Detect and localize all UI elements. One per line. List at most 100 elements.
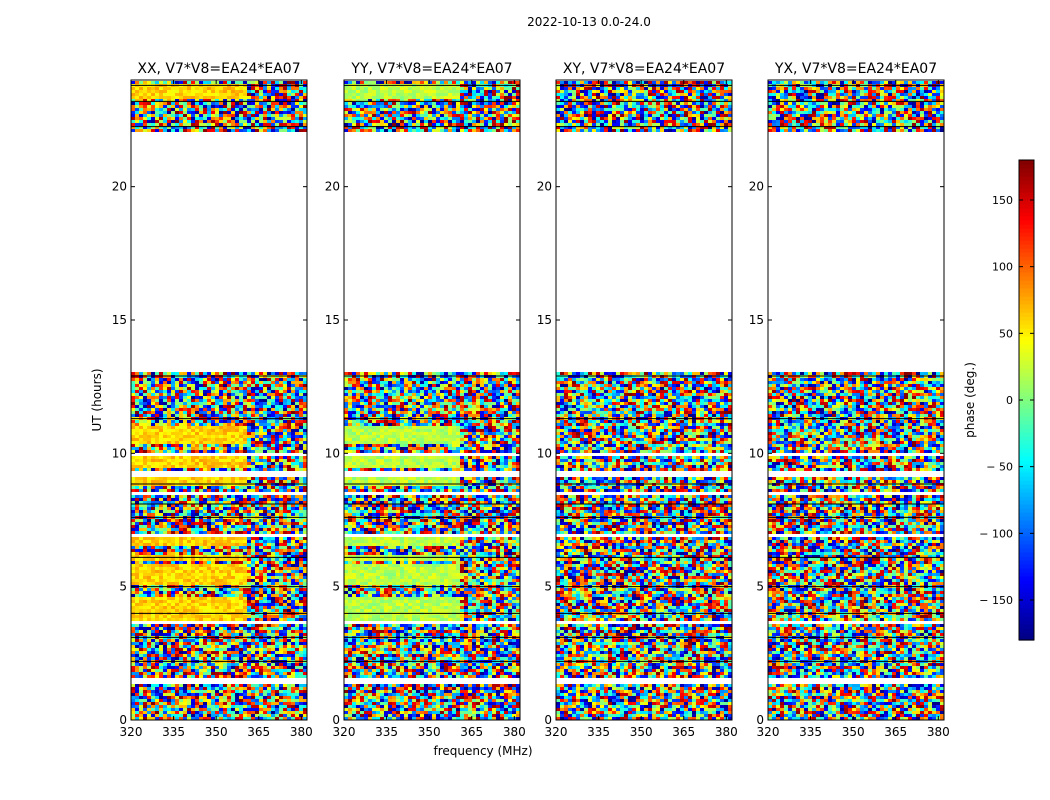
heatmap-row: [768, 405, 944, 408]
heatmap-row: [556, 462, 732, 465]
heatmap-row: [768, 642, 944, 645]
heatmap-row: [768, 573, 944, 576]
panel-heatmap: [556, 81, 732, 720]
heatmap-row: [768, 714, 944, 717]
heatmap-row: [131, 450, 307, 453]
heatmap-row: [556, 549, 732, 552]
y-tick-label: 0: [756, 713, 764, 727]
heatmap-row: [131, 609, 307, 612]
colorbar-segment: [1019, 556, 1034, 561]
heatmap-row: [131, 123, 307, 126]
heatmap-row: [768, 393, 944, 396]
colorbar-segment: [1019, 572, 1034, 577]
heatmap-row: [131, 576, 307, 579]
heatmap-row: [344, 627, 520, 630]
heatmap-row: [768, 570, 944, 573]
heatmap-row: [344, 435, 520, 438]
heatmap-row: [131, 384, 307, 387]
heatmap-row: [768, 399, 944, 402]
heatmap-row: [556, 654, 732, 657]
heatmap-row: [556, 609, 732, 612]
colorbar-segment: [1019, 512, 1034, 517]
heatmap-row: [344, 558, 520, 561]
colorbar-segment: [1019, 440, 1034, 445]
colorbar-segment: [1019, 408, 1034, 413]
heatmap-row: [768, 444, 944, 447]
heatmap-row: [556, 564, 732, 567]
colorbar-segment: [1019, 340, 1034, 345]
heatmap-row: [344, 102, 520, 105]
heatmap-row: [344, 501, 520, 504]
heatmap-row: [131, 423, 307, 426]
colorbar-segment: [1019, 472, 1034, 477]
colorbar-segment: [1019, 576, 1034, 581]
heatmap-row: [768, 102, 944, 105]
x-tick-label: 335: [375, 725, 398, 739]
colorbar-segment: [1019, 580, 1034, 585]
heatmap-row: [556, 450, 732, 453]
heatmap-row: [768, 111, 944, 114]
heatmap-row: [556, 630, 732, 633]
heatmap-row: [131, 699, 307, 702]
colorbar-segment: [1019, 312, 1034, 317]
colorbar-segment: [1019, 504, 1034, 509]
colorbar-tick-label: 100: [992, 261, 1013, 274]
heatmap-row: [344, 531, 520, 534]
colorbar-segment: [1019, 420, 1034, 425]
heatmap-row: [131, 696, 307, 699]
heatmap-row: [344, 648, 520, 651]
colorbar-segment: [1019, 164, 1034, 169]
figure-suptitle: 2022-10-13 0.0-24.0: [527, 15, 651, 29]
panel-heatmap: [768, 81, 944, 720]
heatmap-row: [344, 615, 520, 618]
heatmap-row: [131, 426, 307, 429]
x-tick-label: 365: [460, 725, 483, 739]
panel-3: XY, V7*V8=EA24*EA07 0 5 10 15 20 320 335 350 365 3…: [537, 61, 738, 739]
colorbar-segment: [1019, 368, 1034, 373]
heatmap-row: [131, 714, 307, 717]
heatmap-row: [768, 99, 944, 102]
heatmap-row: [131, 441, 307, 444]
heatmap-row: [768, 435, 944, 438]
heatmap-row: [344, 555, 520, 558]
heatmap-row: [344, 666, 520, 669]
colorbar-segment: [1019, 492, 1034, 497]
heatmap-row: [131, 420, 307, 423]
heatmap-row: [131, 477, 307, 480]
heatmap-row: [768, 501, 944, 504]
y-tick-label: 20: [325, 180, 340, 194]
heatmap-row: [131, 81, 307, 84]
heatmap-row: [556, 96, 732, 99]
heatmap-row: [768, 507, 944, 510]
heatmap-row: [768, 498, 944, 501]
colorbar-segment: [1019, 452, 1034, 457]
colorbar-segment: [1019, 600, 1034, 605]
heatmap-row: [768, 627, 944, 630]
heatmap-row: [131, 552, 307, 555]
heatmap-row: [556, 405, 732, 408]
heatmap-row: [344, 456, 520, 459]
heatmap-row: [344, 552, 520, 555]
heatmap-row: [344, 630, 520, 633]
heatmap-row: [768, 672, 944, 675]
heatmap-row: [768, 609, 944, 612]
heatmap-row: [344, 513, 520, 516]
heatmap-row: [344, 609, 520, 612]
heatmap-row: [768, 576, 944, 579]
heatmap-row: [556, 519, 732, 522]
heatmap-row: [768, 120, 944, 123]
heatmap-row: [768, 105, 944, 108]
heatmap-row: [344, 561, 520, 564]
y-tick-label: 15: [112, 313, 127, 327]
heatmap-row: [768, 684, 944, 687]
heatmap-row: [131, 519, 307, 522]
heatmap-row: [556, 426, 732, 429]
heatmap-row: [131, 555, 307, 558]
heatmap-row: [768, 387, 944, 390]
heatmap-row: [344, 633, 520, 636]
heatmap-row: [131, 438, 307, 441]
heatmap-row: [556, 699, 732, 702]
heatmap-row: [344, 123, 520, 126]
heatmap-row: [131, 495, 307, 498]
heatmap-row: [768, 522, 944, 525]
